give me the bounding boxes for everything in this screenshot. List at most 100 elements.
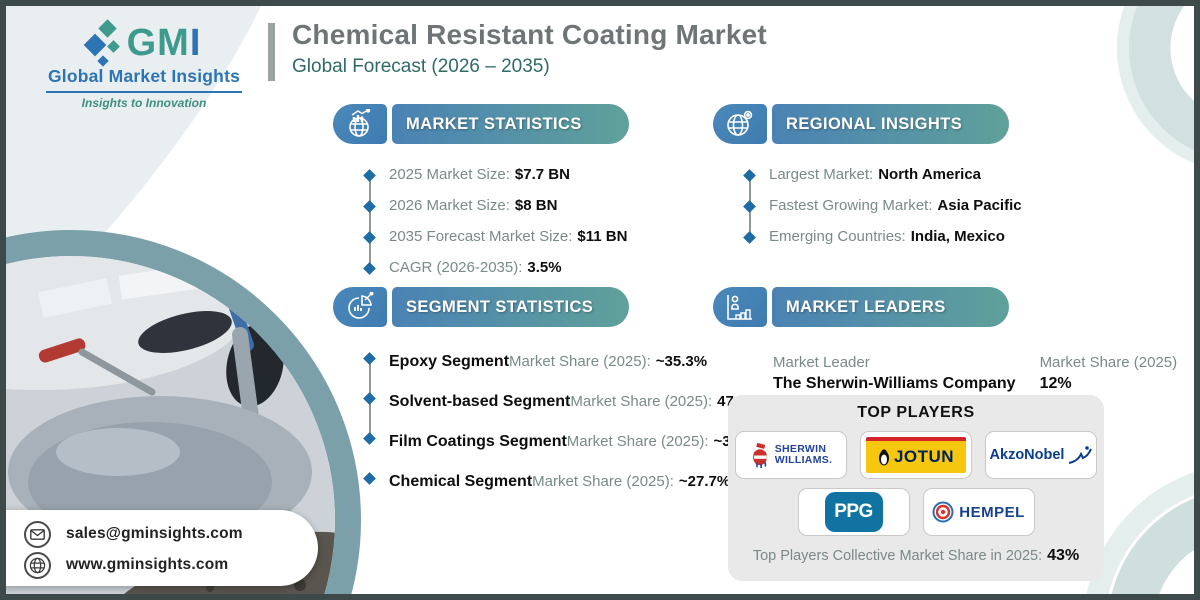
stat-label: Market Share (2025): bbox=[570, 393, 713, 410]
page-title: Chemical Resistant Coating Market bbox=[292, 19, 767, 50]
brand-tagline: Insights to Innovation bbox=[81, 96, 207, 110]
market-leader-name: The Sherwin-Williams Company bbox=[773, 375, 1016, 392]
diamond-bullet-icon bbox=[363, 432, 376, 445]
market-leaders-header: MARKET LEADERS bbox=[713, 287, 1009, 327]
sherwin-paint-can-icon bbox=[752, 442, 767, 468]
stat-value: ~35.3% bbox=[655, 353, 708, 370]
hempel-text: HEMPEL bbox=[959, 503, 1025, 521]
page-subtitle: Global Forecast (2026 – 2035) bbox=[292, 56, 550, 77]
list-item: Solvent-based SegmentMarket Share (2025)… bbox=[363, 389, 760, 415]
list-item: 2026 Market Size: $8 BN bbox=[363, 197, 629, 215]
list-item: Chemical SegmentMarket Share (2025): ~27.… bbox=[363, 469, 730, 495]
email-row[interactable]: sales@gminsights.com bbox=[24, 520, 318, 548]
stat-value: $7.7 BN bbox=[514, 166, 570, 183]
gmi-letters: GMI bbox=[126, 22, 202, 64]
gmi-diamonds-icon bbox=[83, 19, 121, 68]
jotun-text: JOTUN bbox=[893, 447, 955, 466]
stat-label: Market Share (2025): bbox=[532, 473, 674, 490]
segment-statistics-list: Epoxy SegmentMarket Share (2025): ~35.3% … bbox=[363, 349, 765, 495]
photo-border-band bbox=[0, 230, 361, 600]
jotun-penguin-icon bbox=[878, 448, 889, 465]
market-statistics-header: MARKET STATISTICS bbox=[333, 104, 629, 144]
list-item: 2025 Market Size: $7.7 BN bbox=[363, 166, 629, 184]
stat-label: Fastest Growing Market: bbox=[769, 197, 933, 214]
market-statistics-title: MARKET STATISTICS bbox=[392, 104, 629, 144]
market-leader-row: Market Leader The Sherwin-Williams Compa… bbox=[773, 353, 1177, 393]
globe-chart-icon bbox=[333, 104, 387, 144]
section-market-statistics: MARKET STATISTICS 2025 Market Size: $7.7 … bbox=[333, 104, 629, 290]
sherwin-text-line2: WILLIAMS. bbox=[774, 454, 833, 466]
ppg-text: PPG bbox=[824, 492, 883, 532]
stat-label: Market Share (2025): bbox=[566, 433, 709, 450]
stat-label: 2025 Market Size: bbox=[389, 166, 510, 183]
section-regional-insights: REGIONAL INSIGHTS Largest Market: North A… bbox=[713, 104, 1022, 259]
segment-statistics-header: SEGMENT STATISTICS bbox=[333, 287, 629, 327]
market-leaders-title: MARKET LEADERS bbox=[772, 287, 1009, 327]
diamond-bullet-icon bbox=[363, 392, 376, 405]
segment-name: Film Coatings Segment bbox=[389, 433, 567, 450]
stat-value: 3.5% bbox=[527, 259, 562, 276]
collective-share-value: 43% bbox=[1047, 547, 1080, 564]
list-item: 2035 Forecast Market Size: $11 BN bbox=[363, 228, 629, 246]
stat-label: 2035 Forecast Market Size: bbox=[389, 228, 573, 245]
akzonobel-text: AkzoNobel bbox=[989, 447, 1065, 463]
segment-name: Epoxy Segment bbox=[389, 353, 510, 370]
stat-value: North America bbox=[878, 166, 982, 183]
jotun-logo: JOTUN bbox=[860, 431, 972, 479]
stat-value: Asia Pacific bbox=[937, 197, 1022, 214]
top-players-box: TOP PLAYERS SHERWIN WILLIAMS. bbox=[728, 395, 1104, 581]
email-icon bbox=[24, 520, 51, 548]
collective-share: Top Players Collective Market Share in 2… bbox=[728, 547, 1104, 565]
diamond-bullet-icon bbox=[363, 231, 376, 244]
contact-pill: sales@gminsights.com www.gminsights.com bbox=[0, 510, 318, 586]
globe-pin-icon bbox=[713, 104, 767, 144]
website-text[interactable]: www.gminsights.com bbox=[66, 556, 229, 573]
sherwin-williams-logo: SHERWIN WILLIAMS. bbox=[735, 431, 847, 479]
stat-label: Largest Market: bbox=[769, 166, 874, 183]
header-title-block: Chemical Resistant Coating Market Global… bbox=[268, 18, 767, 81]
diamond-bullet-icon bbox=[363, 472, 376, 485]
list-item: CAGR (2026-2035): 3.5% bbox=[363, 259, 629, 277]
sherwin-text-line1: SHERWIN bbox=[774, 443, 827, 455]
email-text[interactable]: sales@gminsights.com bbox=[66, 525, 243, 542]
hempel-logo: HEMPEL bbox=[922, 488, 1035, 536]
stat-label: 2026 Market Size: bbox=[389, 197, 510, 214]
globe-icon bbox=[24, 551, 51, 579]
diamond-bullet-icon bbox=[743, 231, 756, 244]
diamond-bullet-icon bbox=[743, 200, 756, 213]
gmi-logo: GMI Global Market Insights Insights to I… bbox=[36, 19, 252, 110]
market-statistics-list: 2025 Market Size: $7.7 BN 2026 Market Siz… bbox=[363, 166, 629, 277]
regional-insights-title: REGIONAL INSIGHTS bbox=[772, 104, 1009, 144]
list-item: Film Coatings SegmentMarket Share (2025)… bbox=[363, 429, 765, 455]
segment-statistics-title: SEGMENT STATISTICS bbox=[392, 287, 629, 327]
segment-name: Solvent-based Segment bbox=[389, 393, 571, 410]
regional-insights-header: REGIONAL INSIGHTS bbox=[713, 104, 1009, 144]
leader-podium-icon bbox=[713, 287, 767, 327]
market-share-value: 12% bbox=[1039, 375, 1072, 392]
title-accent-bar bbox=[268, 23, 275, 81]
section-market-leaders: MARKET LEADERS Market Leader The Sherwin… bbox=[713, 287, 1177, 581]
stat-value: India, Mexico bbox=[910, 228, 1005, 245]
diamond-bullet-icon bbox=[363, 169, 376, 182]
diamond-bullet-icon bbox=[363, 352, 376, 365]
list-item: Fastest Growing Market: Asia Pacific bbox=[743, 197, 1022, 215]
collective-share-label: Top Players Collective Market Share in 2… bbox=[752, 548, 1043, 564]
list-item: Largest Market: North America bbox=[743, 166, 1009, 184]
stat-value: ~27.7% bbox=[678, 473, 731, 490]
stat-value: $8 BN bbox=[514, 197, 558, 214]
list-item: Emerging Countries: India, Mexico bbox=[743, 228, 1009, 246]
akzonobel-logo: AkzoNobel bbox=[985, 431, 1097, 479]
stat-label: Market Share (2025): bbox=[509, 353, 651, 370]
diamond-bullet-icon bbox=[363, 200, 376, 213]
diamond-bullet-icon bbox=[743, 169, 756, 182]
section-segment-statistics: SEGMENT STATISTICS Epoxy SegmentMarket S… bbox=[333, 287, 765, 509]
list-item: Epoxy SegmentMarket Share (2025): ~35.3% bbox=[363, 349, 707, 375]
decor-ring-top-right bbox=[1117, 0, 1200, 166]
regional-insights-list: Largest Market: North America Fastest Gro… bbox=[743, 166, 1022, 246]
brand-divider bbox=[46, 91, 242, 93]
market-leader-label: Market Leader bbox=[773, 354, 870, 371]
akzonobel-figure-icon bbox=[1069, 446, 1093, 464]
top-players-title: TOP PLAYERS bbox=[857, 404, 975, 421]
website-row[interactable]: www.gminsights.com bbox=[24, 551, 318, 579]
